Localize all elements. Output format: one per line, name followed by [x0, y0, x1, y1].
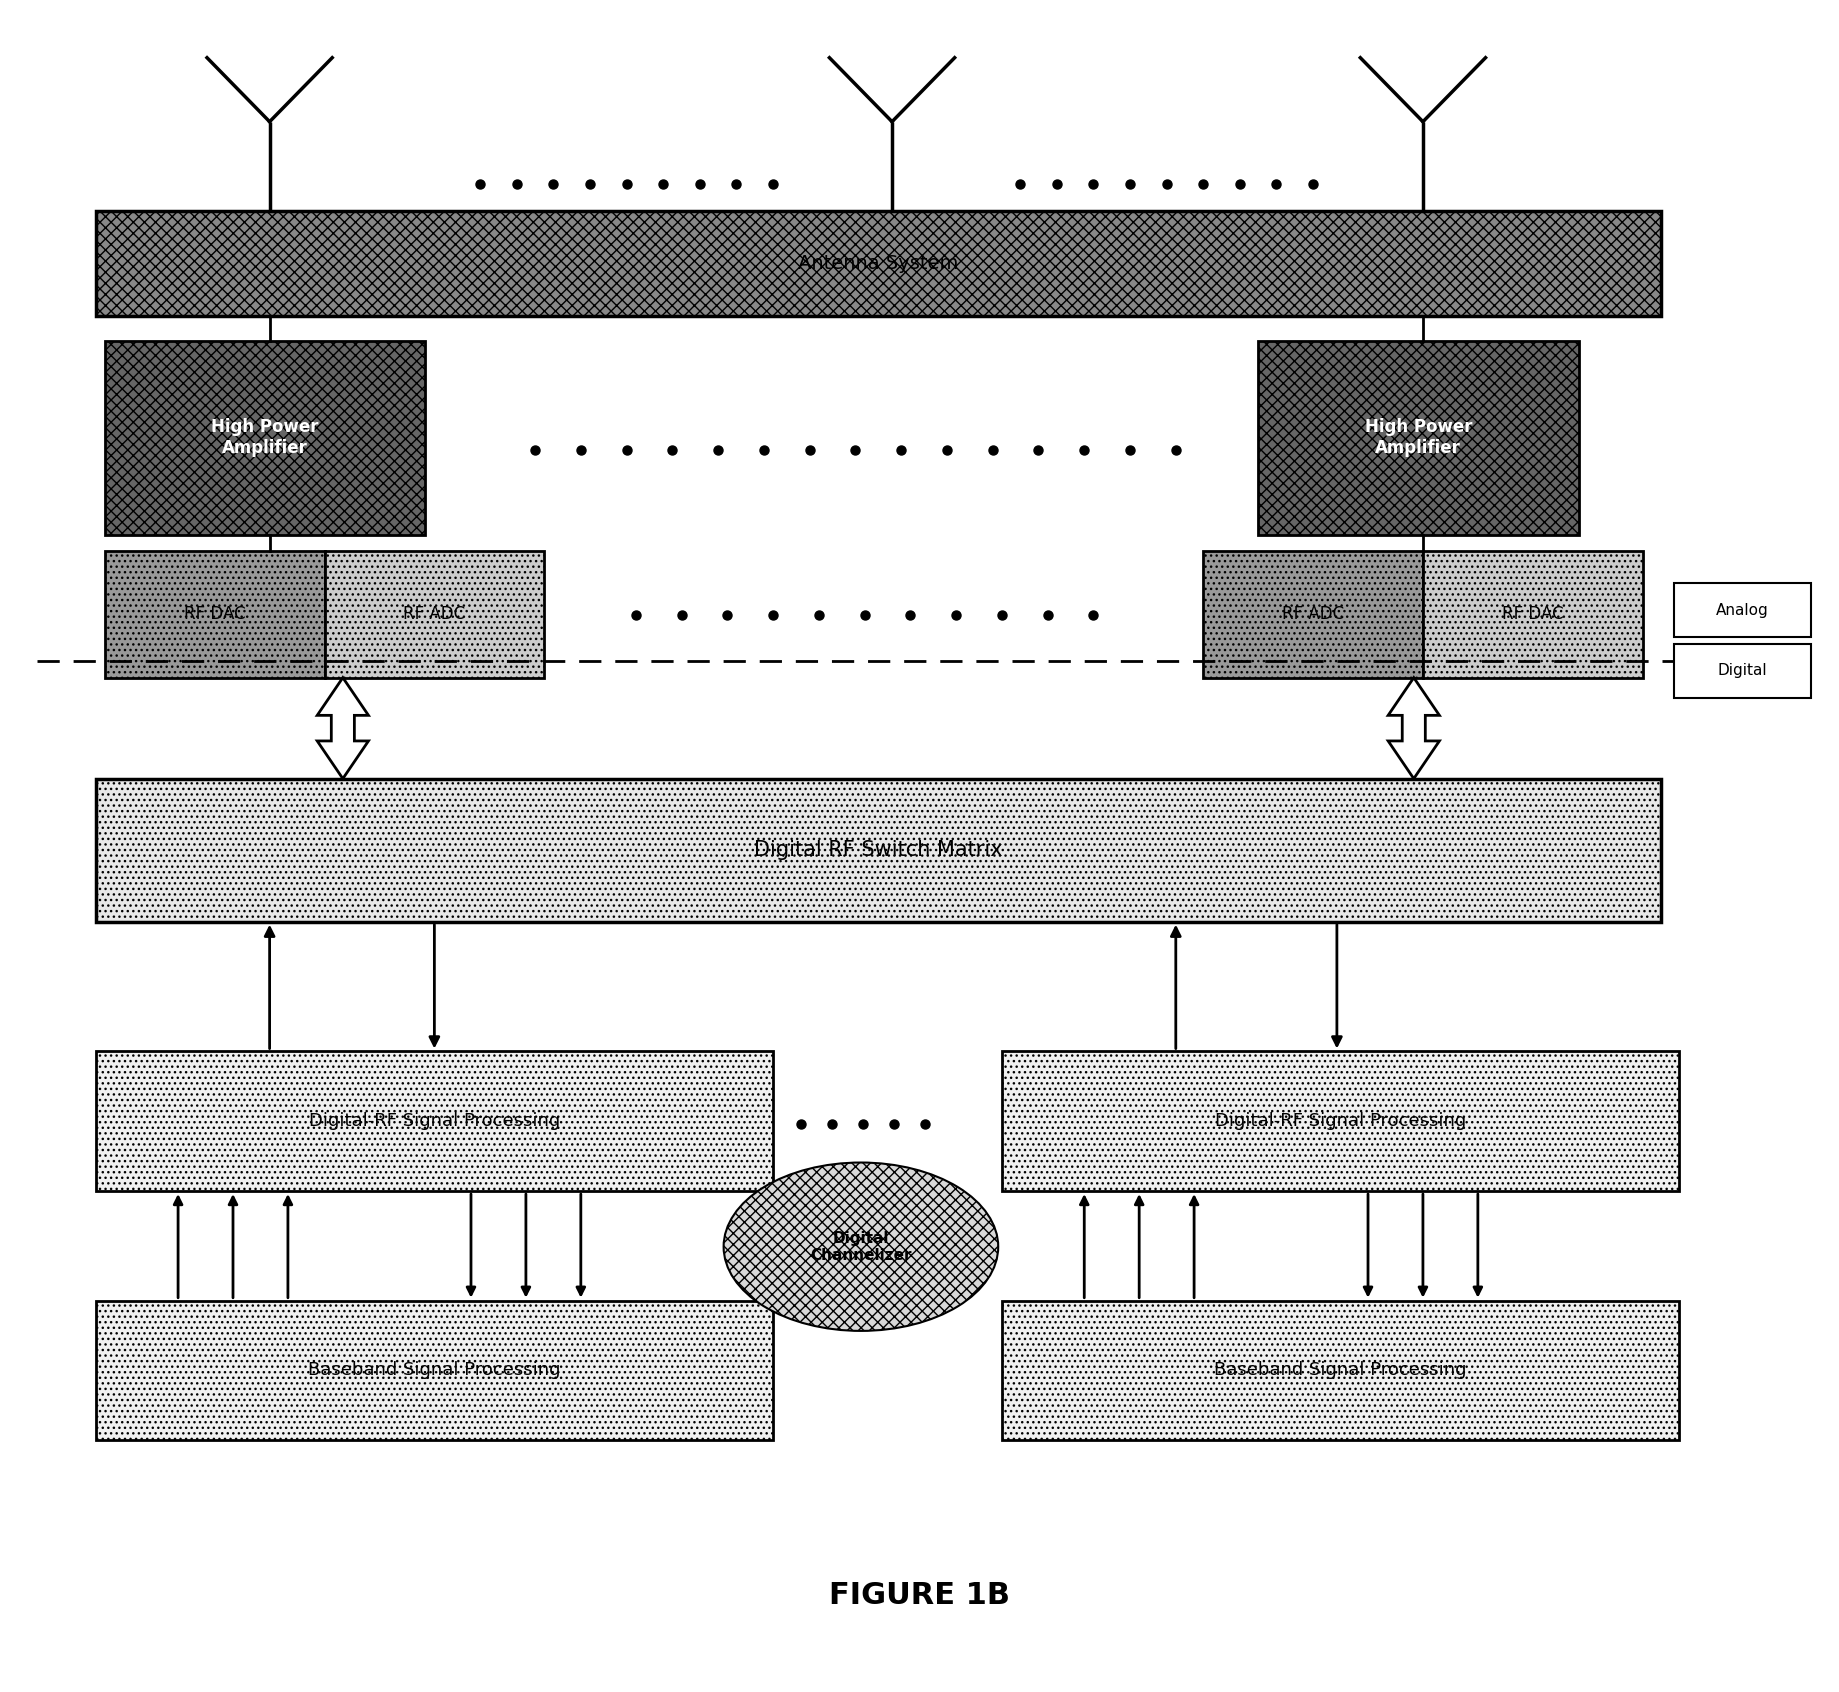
Bar: [96, 778, 1661, 922]
Bar: [324, 552, 544, 677]
Text: RF ADC: RF ADC: [1282, 606, 1344, 623]
Text: Baseband Signal Processing: Baseband Signal Processing: [1214, 1362, 1468, 1379]
Text: Digital: Digital: [1718, 663, 1767, 678]
Text: Digital-RF Signal Processing: Digital-RF Signal Processing: [1216, 1112, 1466, 1130]
Bar: [1203, 552, 1423, 677]
Text: RF ADC: RF ADC: [403, 606, 465, 623]
Bar: [1423, 552, 1642, 677]
Ellipse shape: [723, 1162, 999, 1332]
Text: High Power
Amplifier: High Power Amplifier: [1365, 418, 1471, 457]
Text: FIGURE 1B: FIGURE 1B: [829, 1580, 1010, 1609]
Bar: [1673, 584, 1811, 638]
Bar: [105, 340, 425, 535]
Text: High Power
Amplifier: High Power Amplifier: [211, 418, 318, 457]
Text: Digital RF Switch Matrix: Digital RF Switch Matrix: [754, 841, 1002, 860]
Text: RF DAC: RF DAC: [184, 606, 245, 623]
Text: Analog: Analog: [1716, 602, 1769, 618]
Polygon shape: [1388, 677, 1440, 778]
Bar: [1002, 1051, 1679, 1191]
Text: Baseband Signal Processing: Baseband Signal Processing: [309, 1362, 561, 1379]
Polygon shape: [316, 677, 368, 778]
Text: RF DAC: RF DAC: [1502, 606, 1563, 623]
Text: Antenna System: Antenna System: [798, 254, 958, 272]
Bar: [96, 1051, 772, 1191]
Bar: [1673, 645, 1811, 697]
Bar: [1002, 1301, 1679, 1440]
Bar: [96, 1301, 772, 1440]
Text: Digital-RF Signal Processing: Digital-RF Signal Processing: [309, 1112, 561, 1130]
Bar: [96, 212, 1661, 316]
Bar: [105, 552, 324, 677]
Bar: [1258, 340, 1578, 535]
Text: Digital
Channelizer: Digital Channelizer: [811, 1230, 912, 1262]
